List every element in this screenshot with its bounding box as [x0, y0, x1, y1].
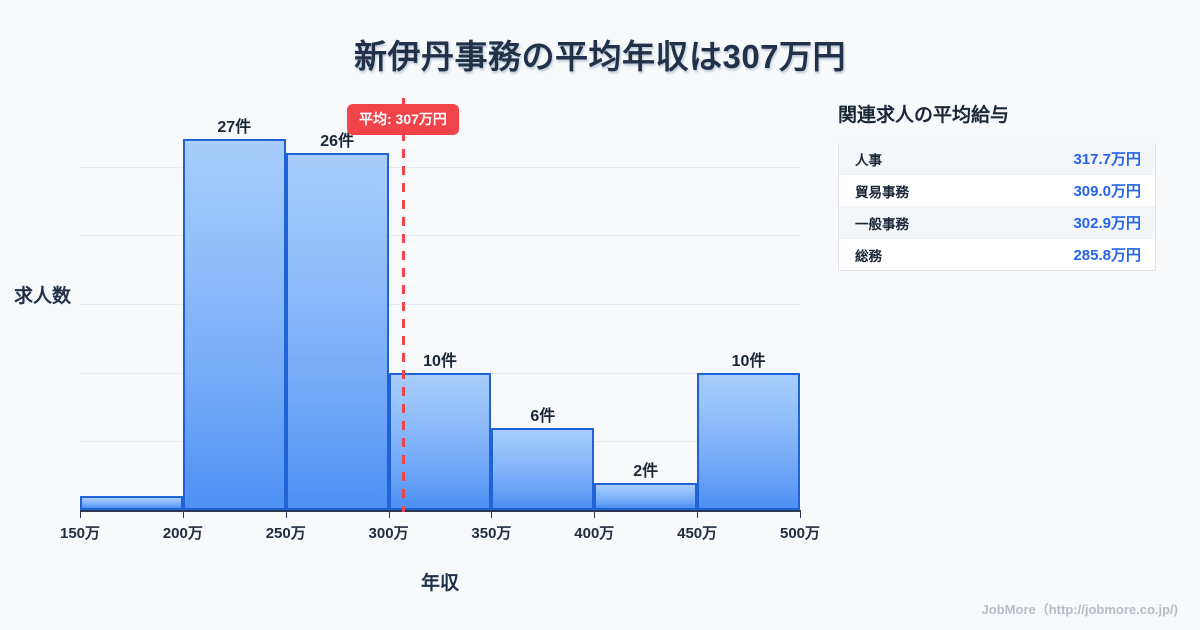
- y-axis-title: 求人数: [14, 286, 72, 307]
- bar-value-label: 26件: [320, 132, 355, 150]
- histogram-bar: [594, 482, 698, 510]
- row-job-name: 貿易事務: [855, 184, 909, 200]
- x-axis-tick: [697, 510, 699, 518]
- salary-table: 人事 317.7万円貿易事務 309.0万円一般事務 302.9万円総務 285.8万円: [838, 143, 1156, 271]
- histogram-bar: [697, 372, 800, 510]
- page-title: 新伊丹事務の平均年収は307万円: [353, 38, 847, 75]
- x-axis-tick-label: 450万: [677, 525, 718, 542]
- x-axis-tick-label: 350万: [471, 525, 512, 542]
- gridline: [80, 166, 800, 168]
- x-axis-tick-label: 150万: [59, 525, 101, 542]
- mean-dashed-line: [401, 98, 405, 512]
- x-axis-tick-label: 500万: [779, 525, 821, 542]
- x-axis-tick: [800, 510, 801, 518]
- x-axis-tick-label: 250万: [265, 525, 306, 542]
- x-axis-tick: [491, 510, 493, 518]
- row-job-name: 人事: [855, 152, 882, 168]
- mean-badge: 平均: 307万円: [347, 104, 459, 135]
- bar-value-label: 27件: [217, 119, 252, 137]
- x-axis-tick-label: 200万: [162, 525, 203, 542]
- bar-value-label: 6件: [530, 407, 556, 425]
- bar-value-label: 10件: [731, 352, 766, 370]
- x-axis-tick: [80, 510, 81, 518]
- bar-value-label: 2件: [633, 462, 659, 480]
- footer-watermark: JobMore（http://jobmore.co.jp/): [981, 602, 1178, 617]
- x-axis-title: 年収: [420, 573, 459, 594]
- related-salary-panel: 関連求人の平均給与 人事 317.7万円貿易事務 309.0万円一般事務 302.9万…: [838, 100, 1168, 271]
- table-row: 一般事務 302.9万円: [839, 207, 1155, 239]
- histogram-chart: 求人数 年収 150万 200万 250万 300万 350万 400万 450万 500万 …: [14, 98, 821, 594]
- histogram-bar: [285, 152, 389, 510]
- row-salary-value: 317.7万円: [1073, 151, 1141, 168]
- bar-value-label: 10件: [423, 352, 457, 370]
- x-axis-tick: [388, 510, 390, 518]
- gridline: [80, 235, 800, 237]
- row-salary-value: 285.8万円: [1073, 247, 1141, 264]
- x-axis-tick: [594, 510, 596, 518]
- row-job-name: 総務: [855, 248, 882, 264]
- x-axis-tick: [182, 510, 184, 518]
- x-axis-tick-label: 300万: [368, 525, 409, 542]
- panel-heading: 関連求人の平均給与: [838, 105, 1010, 126]
- x-axis-line: [80, 510, 800, 512]
- row-salary-value: 309.0万円: [1073, 183, 1141, 200]
- x-axis-tick: [285, 510, 287, 518]
- gridline: [80, 304, 800, 305]
- histogram-bar: [388, 372, 492, 510]
- x-axis-tick-label: 400万: [574, 525, 615, 542]
- table-row: 貿易事務 309.0万円: [839, 175, 1155, 207]
- histogram-bar: [182, 139, 286, 510]
- table-row: 人事 317.7万円: [839, 143, 1155, 175]
- histogram-bar: [80, 496, 183, 510]
- table-row: 総務 285.8万円: [839, 239, 1155, 271]
- row-salary-value: 302.9万円: [1073, 215, 1141, 232]
- row-job-name: 一般事務: [855, 216, 909, 232]
- histogram-bar: [491, 427, 595, 510]
